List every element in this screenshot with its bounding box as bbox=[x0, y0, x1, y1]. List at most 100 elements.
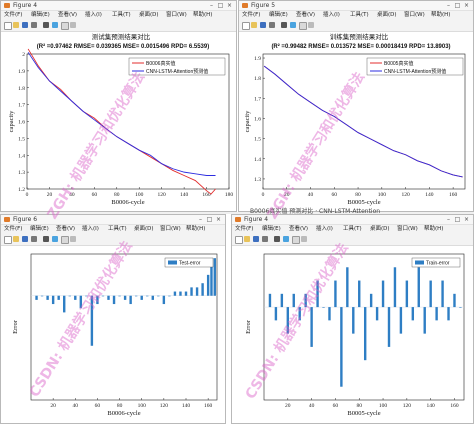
print-icon[interactable] bbox=[31, 22, 37, 28]
window-titlebar[interactable]: Figure 4 – □ × bbox=[232, 215, 473, 225]
pointer-icon[interactable] bbox=[43, 22, 49, 28]
open-file-icon[interactable] bbox=[13, 22, 19, 28]
insert-colorbar-icon[interactable] bbox=[52, 236, 58, 242]
print-icon[interactable] bbox=[262, 236, 268, 242]
x-tick-label: 180 bbox=[225, 192, 234, 198]
insert-legend-icon[interactable] bbox=[61, 22, 69, 30]
minimize-icon[interactable]: – bbox=[447, 216, 450, 223]
menu-file[interactable]: 文件(F) bbox=[4, 12, 23, 18]
menu-view[interactable]: 查看(V) bbox=[296, 12, 316, 18]
menu-desktop[interactable]: 桌面(D) bbox=[370, 226, 390, 232]
menu-window[interactable]: 窗口(W) bbox=[160, 226, 181, 232]
error-bar bbox=[435, 307, 438, 321]
new-figure-icon[interactable] bbox=[235, 236, 243, 244]
print-icon[interactable] bbox=[31, 236, 37, 242]
menu-insert[interactable]: 插入(I) bbox=[85, 12, 102, 18]
minimize-icon[interactable]: – bbox=[199, 216, 202, 223]
save-icon[interactable] bbox=[253, 236, 259, 242]
axes-frame bbox=[30, 253, 218, 401]
menu-edit[interactable]: 编辑(E) bbox=[269, 12, 288, 18]
background-strip-text: B0006真实值 预测对比 · CNN-LSTM-Attention bbox=[250, 208, 381, 215]
layout-icon[interactable] bbox=[308, 22, 314, 28]
open-file-icon[interactable] bbox=[251, 22, 257, 28]
open-file-icon[interactable] bbox=[244, 236, 250, 242]
error-bar bbox=[57, 295, 60, 300]
menu-tools[interactable]: 工具(T) bbox=[350, 12, 369, 18]
menu-edit[interactable]: 编辑(E) bbox=[262, 226, 281, 232]
menu-file[interactable]: 文件(F) bbox=[235, 226, 254, 232]
menu-help[interactable]: 帮助(H) bbox=[193, 12, 213, 18]
menu-view[interactable]: 查看(V) bbox=[56, 226, 76, 232]
close-icon[interactable]: × bbox=[463, 216, 470, 223]
minimize-icon[interactable]: – bbox=[210, 2, 213, 9]
insert-colorbar-icon[interactable] bbox=[283, 236, 289, 242]
menu-help[interactable]: 帮助(H) bbox=[186, 226, 206, 232]
new-figure-icon[interactable] bbox=[4, 22, 12, 30]
window-title: Figure 4 bbox=[13, 2, 38, 9]
menu-file[interactable]: 文件(F) bbox=[4, 226, 23, 232]
menu-help[interactable]: 帮助(H) bbox=[424, 226, 444, 232]
menu-tools[interactable]: 工具(T) bbox=[108, 226, 127, 232]
open-file-icon[interactable] bbox=[13, 236, 19, 242]
layout-icon[interactable] bbox=[70, 22, 76, 28]
chart-title: 训练集预测结果对比 bbox=[330, 32, 389, 41]
layout-icon[interactable] bbox=[70, 236, 76, 242]
menu-file[interactable]: 文件(F) bbox=[242, 12, 261, 18]
close-icon[interactable]: × bbox=[226, 2, 233, 9]
menu-desktop[interactable]: 桌面(D) bbox=[134, 226, 154, 232]
menu-insert[interactable]: 插入(I) bbox=[82, 226, 99, 232]
insert-legend-icon[interactable] bbox=[61, 236, 69, 244]
error-bar bbox=[51, 295, 55, 305]
menu-view[interactable]: 查看(V) bbox=[289, 226, 309, 232]
error-bar bbox=[68, 295, 71, 297]
minimize-icon[interactable]: – bbox=[447, 2, 450, 9]
maximize-icon[interactable]: □ bbox=[454, 2, 461, 9]
y-tick-label: 1.9 bbox=[18, 69, 25, 75]
x-tick-label: 40 bbox=[73, 403, 79, 409]
error-bar bbox=[213, 258, 216, 296]
error-bar bbox=[162, 295, 166, 305]
new-figure-icon[interactable] bbox=[242, 22, 250, 30]
error-bar bbox=[40, 295, 44, 297]
window-titlebar[interactable]: Figure 5 – □ × bbox=[239, 1, 473, 11]
menu-insert[interactable]: 插入(I) bbox=[316, 226, 333, 232]
save-icon[interactable] bbox=[22, 236, 28, 242]
error-bar bbox=[157, 295, 160, 297]
print-icon[interactable] bbox=[269, 22, 275, 28]
insert-legend-icon[interactable] bbox=[292, 236, 300, 244]
layout-icon[interactable] bbox=[301, 236, 307, 242]
error-bar bbox=[292, 293, 295, 308]
new-figure-icon[interactable] bbox=[4, 236, 12, 244]
window-titlebar[interactable]: Figure 6 – □ × bbox=[1, 215, 225, 225]
menu-desktop[interactable]: 桌面(D) bbox=[377, 12, 397, 18]
insert-colorbar-icon[interactable] bbox=[52, 22, 58, 28]
menu-window[interactable]: 窗口(W) bbox=[404, 12, 425, 18]
error-bar bbox=[363, 307, 367, 361]
close-icon[interactable]: × bbox=[463, 2, 470, 9]
save-icon[interactable] bbox=[260, 22, 266, 28]
menu-help[interactable]: 帮助(H) bbox=[431, 12, 451, 18]
insert-colorbar-icon[interactable] bbox=[290, 22, 296, 28]
maximize-icon[interactable]: □ bbox=[206, 216, 213, 223]
menu-desktop[interactable]: 桌面(D) bbox=[139, 12, 159, 18]
menu-tools[interactable]: 工具(T) bbox=[112, 12, 131, 18]
pointer-icon[interactable] bbox=[281, 22, 287, 28]
save-icon[interactable] bbox=[22, 22, 28, 28]
pointer-icon[interactable] bbox=[274, 236, 280, 242]
menu-window[interactable]: 窗口(W) bbox=[397, 226, 418, 232]
error-bar bbox=[334, 280, 337, 308]
menu-insert[interactable]: 插入(I) bbox=[323, 12, 340, 18]
insert-legend-icon[interactable] bbox=[299, 22, 307, 30]
close-icon[interactable]: × bbox=[215, 216, 222, 223]
menu-edit[interactable]: 编辑(E) bbox=[31, 12, 50, 18]
window-titlebar[interactable]: Figure 4 – □ × bbox=[1, 1, 236, 11]
pointer-icon[interactable] bbox=[43, 236, 49, 242]
menu-edit[interactable]: 编辑(E) bbox=[30, 226, 49, 232]
maximize-icon[interactable]: □ bbox=[217, 2, 224, 9]
maximize-icon[interactable]: □ bbox=[454, 216, 461, 223]
x-tick-label: 80 bbox=[114, 192, 120, 198]
menu-window[interactable]: 窗口(W) bbox=[166, 12, 187, 18]
menu-tools[interactable]: 工具(T) bbox=[343, 226, 362, 232]
menu-view[interactable]: 查看(V) bbox=[58, 12, 78, 18]
error-bar bbox=[101, 295, 105, 297]
